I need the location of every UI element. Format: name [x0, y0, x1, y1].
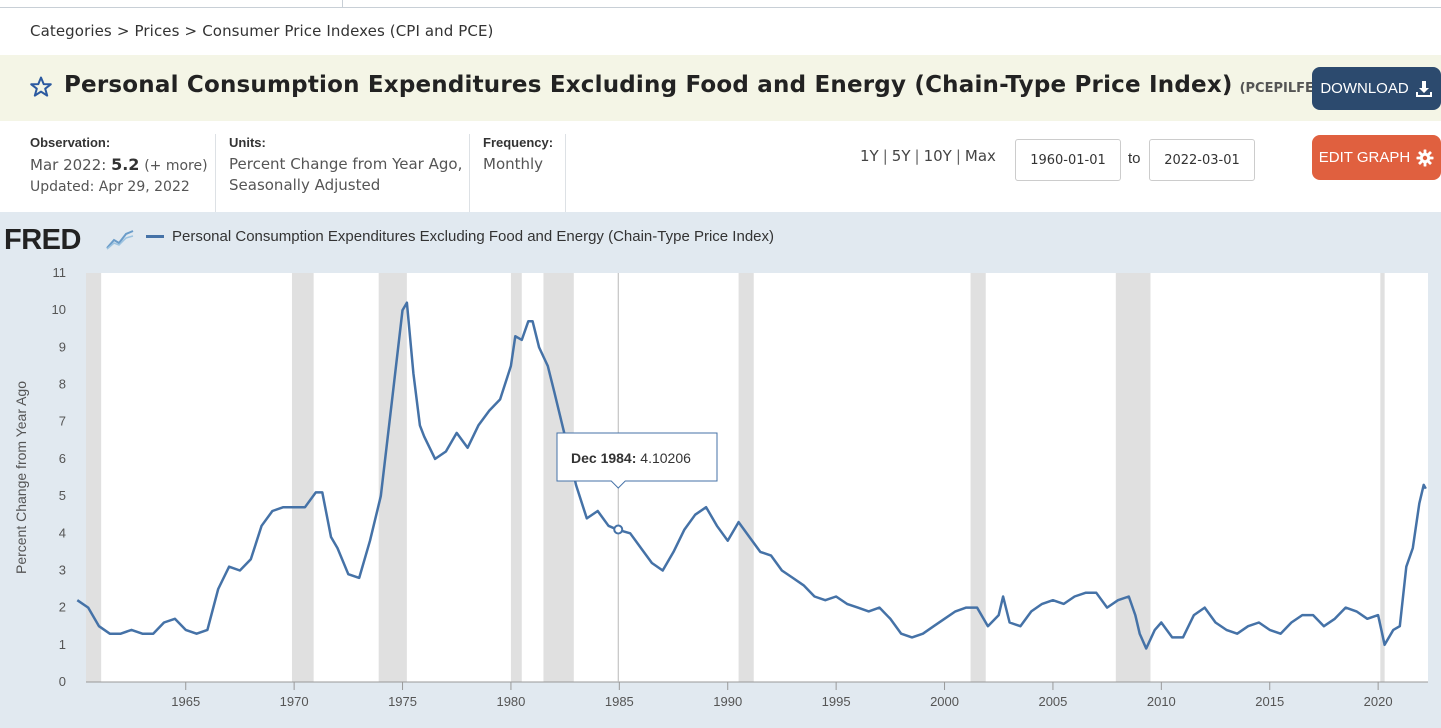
range-1y[interactable]: 1Y	[860, 147, 879, 165]
legend-swatch	[146, 235, 164, 238]
y-tick-label: 7	[59, 414, 66, 429]
star-icon[interactable]	[29, 75, 53, 99]
frequency-value: Monthly	[483, 155, 544, 173]
tooltip: Dec 1984: 4.10206	[556, 432, 718, 535]
tooltip-value: 4.10206	[636, 450, 691, 466]
observation-value: 5.2	[111, 155, 140, 174]
y-tick-label: 3	[59, 562, 66, 577]
y-tick-label: 0	[59, 674, 66, 689]
y-tick-label: 1	[59, 637, 66, 652]
download-button[interactable]: DOWNLOAD	[1312, 67, 1441, 110]
title-bar	[0, 55, 1441, 121]
x-tick-label: 1995	[822, 694, 851, 709]
y-tick-label: 11	[53, 265, 67, 280]
fred-logo[interactable]: FRED	[4, 224, 81, 257]
y-tick-label: 2	[59, 600, 66, 615]
edit-graph-button[interactable]: EDIT GRAPH	[1312, 135, 1441, 180]
observation-period: Mar 2022:	[30, 156, 107, 174]
series-id: (PCEPILFE)	[1239, 81, 1320, 96]
y-tick-label: 8	[59, 377, 66, 392]
range-separator: |	[955, 147, 961, 165]
y-tick-label: 4	[59, 525, 66, 540]
x-tick-label: 1965	[171, 694, 200, 709]
series-line[interactable]	[76, 301, 1427, 650]
units-label: Units:	[229, 135, 266, 150]
chart-legend: Personal Consumption Expenditures Exclud…	[146, 228, 774, 245]
units-line-2: Seasonally Adjusted	[229, 176, 381, 194]
y-tick-label: 10	[52, 302, 66, 317]
top-border	[0, 0, 1441, 8]
y-tick-label: 9	[59, 339, 66, 354]
range-10y[interactable]: 10Y	[923, 147, 952, 165]
recession-band	[510, 273, 522, 682]
edit-graph-label: EDIT GRAPH	[1318, 149, 1411, 166]
breadcrumb-separator: >	[184, 22, 198, 40]
x-tick-label: 1970	[280, 694, 309, 709]
download-label: DOWNLOAD	[1320, 80, 1409, 97]
breadcrumb-item-cpi-pce[interactable]: Consumer Price Indexes (CPI and PCE)	[202, 22, 494, 40]
trend-chart-icon	[106, 230, 134, 250]
units-line-1: Percent Change from Year Ago,	[229, 155, 463, 173]
x-tick-label: 1975	[388, 694, 417, 709]
frequency-label: Frequency:	[483, 135, 554, 150]
x-tick-label: 2010	[1147, 694, 1176, 709]
frequency-block: Frequency: Monthly	[483, 134, 553, 175]
y-tick-label: 5	[59, 488, 66, 503]
fred-logo-text: FRED	[4, 224, 81, 256]
range-selector: 1Y | 5Y | 10Y | Max	[860, 147, 996, 165]
meta-divider	[215, 134, 216, 212]
tooltip-box	[556, 432, 718, 489]
observation-more-link[interactable]: (+ more)	[144, 158, 208, 174]
top-divider	[342, 0, 343, 8]
x-tick-label: 2005	[1038, 694, 1067, 709]
meta-divider	[469, 134, 470, 212]
page-title: Personal Consumption Expenditures Exclud…	[64, 72, 1233, 98]
legend-label: Personal Consumption Expenditures Exclud…	[172, 228, 774, 245]
range-separator: |	[914, 147, 920, 165]
line-chart[interactable]: 0 1 2 3 4 5 6 7 8 9 10 11 1965 1970 1975 1980 1985 1990 1…	[0, 212, 1441, 728]
range-separator: |	[882, 147, 888, 165]
y-tick-label: 6	[59, 451, 66, 466]
recession-band	[738, 273, 754, 682]
observation-block: Observation: Mar 2022: 5.2 (+ more) Upda…	[30, 134, 208, 198]
breadcrumb-item-prices[interactable]: Prices	[134, 22, 180, 40]
breadcrumb: Categories > Prices > Consumer Price Indexes…	[30, 22, 493, 40]
x-tick-label: 2020	[1364, 694, 1393, 709]
x-tick-label: 2000	[930, 694, 959, 709]
x-tick-label: 1990	[713, 694, 742, 709]
x-tick-label: 2015	[1255, 694, 1284, 709]
recession-band	[86, 273, 102, 682]
tooltip-text: Dec 1984: 4.10206	[571, 450, 691, 466]
range-5y[interactable]: 5Y	[891, 147, 911, 165]
hover-point	[613, 524, 624, 535]
observation-label: Observation:	[30, 135, 111, 150]
meta-divider	[565, 134, 566, 212]
start-date-input[interactable]: 1960-01-01	[1015, 139, 1121, 181]
x-tick-label: 1980	[496, 694, 525, 709]
recession-band	[970, 273, 986, 682]
to-label: to	[1128, 150, 1141, 167]
recession-band	[1380, 273, 1385, 682]
title-row: Personal Consumption Expenditures Exclud…	[64, 72, 1320, 98]
breadcrumb-separator: >	[116, 22, 130, 40]
units-block: Units: Percent Change from Year Ago, Sea…	[229, 134, 462, 196]
x-tick-label: 1985	[605, 694, 634, 709]
plot-area	[86, 273, 1428, 682]
breadcrumb-item-categories[interactable]: Categories	[30, 22, 112, 40]
range-max[interactable]: Max	[964, 147, 996, 165]
recession-band	[291, 273, 314, 682]
end-date-input[interactable]: 2022-03-01	[1149, 139, 1255, 181]
recession-band	[1115, 273, 1151, 682]
download-icon	[1415, 80, 1432, 97]
tooltip-date: Dec 1984:	[571, 450, 636, 466]
updated-date: Updated: Apr 29, 2022	[30, 179, 190, 195]
y-axis-label: Percent Change from Year Ago	[13, 381, 29, 574]
gear-icon	[1416, 149, 1434, 166]
